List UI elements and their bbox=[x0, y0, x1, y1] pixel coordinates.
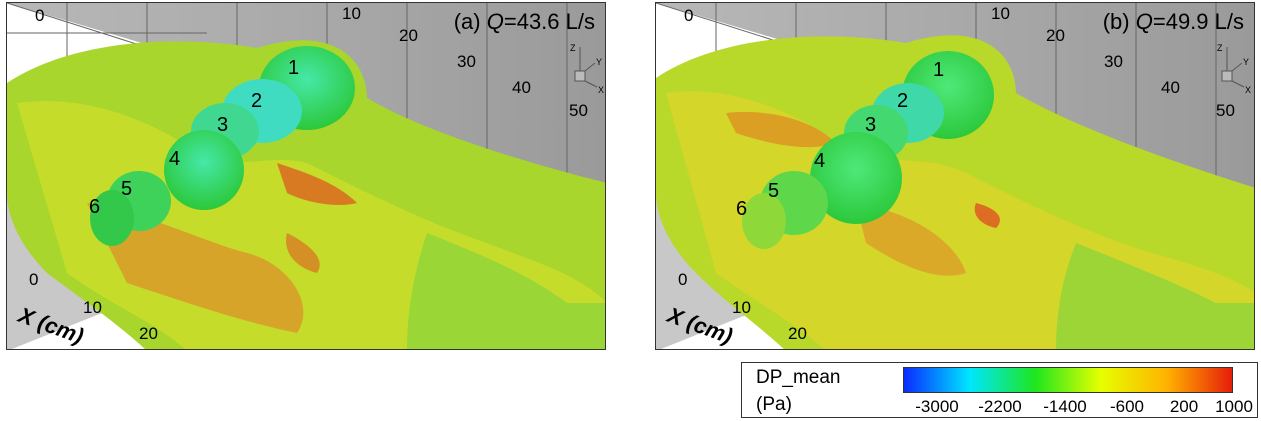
triad-y: Y bbox=[596, 57, 602, 67]
orientation-triad: Z Y X bbox=[1217, 43, 1251, 95]
top-tick: 50 bbox=[569, 101, 588, 120]
legend-tick: 200 bbox=[1169, 397, 1199, 416]
legend-tick: -3000 bbox=[915, 397, 959, 416]
surface-plot-a: 1 2 3 4 5 6 0 10 20 30 40 50 0 10 20 X (… bbox=[7, 3, 605, 349]
surface-plot-b: 1 2 3 4 5 6 0 10 20 30 40 50 0 10 20 X (… bbox=[656, 3, 1254, 349]
cylinder-label: 3 bbox=[217, 114, 228, 136]
top-tick: 0 bbox=[35, 6, 44, 25]
cylinder-label: 5 bbox=[768, 180, 779, 202]
top-tick: 10 bbox=[991, 4, 1010, 23]
triad-y: Y bbox=[1243, 57, 1249, 67]
cylinder-label: 6 bbox=[89, 196, 100, 218]
cylinder-label: 3 bbox=[865, 114, 876, 136]
legend-tick: -600 bbox=[1109, 397, 1145, 416]
top-tick: 40 bbox=[1161, 78, 1180, 97]
cylinder-6 bbox=[90, 190, 134, 246]
top-tick: 20 bbox=[399, 26, 418, 45]
triad-x: X bbox=[1245, 85, 1251, 95]
side-tick: 0 bbox=[29, 270, 38, 289]
cylinder-label: 4 bbox=[814, 150, 825, 172]
cylinder-label: 1 bbox=[933, 59, 944, 81]
triad-z: Z bbox=[570, 43, 576, 53]
side-tick: 10 bbox=[732, 298, 751, 317]
cylinder-label: 1 bbox=[288, 57, 299, 79]
triad-x: X bbox=[598, 85, 604, 95]
cylinder-label: 5 bbox=[121, 178, 132, 200]
cylinder-6 bbox=[742, 193, 786, 249]
cylinder-label: 2 bbox=[251, 90, 262, 112]
color-bar bbox=[903, 367, 1233, 393]
legend-title: DP_mean bbox=[756, 367, 841, 388]
legend-tick: 1000 bbox=[1215, 397, 1253, 416]
orientation-triad: Z Y X bbox=[570, 43, 604, 95]
legend-unit: (Pa) bbox=[756, 394, 792, 415]
cylinder-label: 4 bbox=[169, 148, 180, 170]
panel-title: (b) Q=49.9 L/s bbox=[1102, 9, 1244, 34]
top-tick: 40 bbox=[512, 78, 531, 97]
cylinder-4 bbox=[164, 130, 244, 210]
triad-z: Z bbox=[1217, 43, 1223, 53]
cylinder-label: 6 bbox=[736, 198, 747, 220]
top-tick: 0 bbox=[684, 6, 693, 25]
top-tick: 20 bbox=[1046, 26, 1065, 45]
top-tick: 10 bbox=[342, 4, 361, 23]
top-tick: 30 bbox=[1104, 52, 1123, 71]
panel-a: 1 2 3 4 5 6 0 10 20 30 40 50 0 10 20 X (… bbox=[6, 2, 606, 350]
side-tick: 10 bbox=[83, 298, 102, 317]
cylinder-4 bbox=[810, 132, 902, 224]
panel-b: 1 2 3 4 5 6 0 10 20 30 40 50 0 10 20 X (… bbox=[655, 2, 1255, 350]
top-tick: 50 bbox=[1216, 101, 1235, 120]
side-tick: 0 bbox=[678, 270, 687, 289]
top-tick: 30 bbox=[457, 52, 476, 71]
side-tick: 20 bbox=[139, 324, 158, 343]
side-tick: 20 bbox=[788, 324, 807, 343]
cylinder-label: 2 bbox=[897, 90, 908, 112]
back-wall bbox=[7, 3, 605, 193]
legend-tick: -1400 bbox=[1043, 397, 1087, 416]
panel-title: (a) Q=43.6 L/s bbox=[453, 9, 595, 34]
back-wall bbox=[656, 3, 1254, 193]
legend-tick: -2200 bbox=[978, 397, 1022, 416]
color-legend: DP_mean (Pa) -3000 -2200 -1400 -600 200 … bbox=[741, 362, 1258, 418]
